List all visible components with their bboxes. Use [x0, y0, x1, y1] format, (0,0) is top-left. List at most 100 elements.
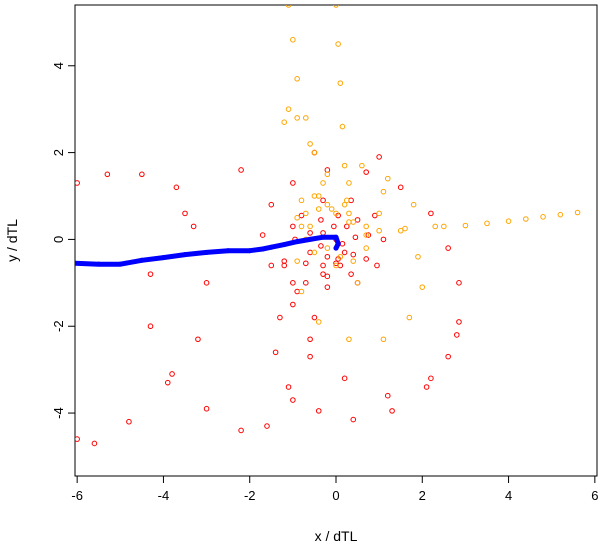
series-1-point-27	[315, 206, 322, 212]
series-0-point-87	[75, 180, 80, 186]
series-1-point-42	[380, 336, 387, 343]
series-2-point-2	[117, 261, 123, 267]
series-0-point-25	[320, 197, 326, 204]
series-0-point-36	[290, 180, 296, 186]
series-0-point-42	[456, 280, 462, 286]
x-tick-label-6: 6	[591, 488, 598, 503]
series-2-point-3	[139, 257, 145, 263]
series-1-point-23	[346, 210, 352, 217]
series-1-point-40	[419, 284, 426, 290]
series-0-point-41	[445, 245, 451, 251]
series-1-point-44	[315, 319, 322, 325]
series-1-point-8	[335, 41, 341, 47]
x-tick-label-0: -6	[71, 488, 83, 503]
series-0-point-78	[139, 171, 145, 178]
series-1-point-51	[410, 201, 417, 208]
series-0-point-66	[307, 353, 313, 360]
series-1-point-48	[315, 193, 322, 199]
series-2-point-11	[281, 242, 287, 248]
series-0-point-40	[428, 210, 434, 217]
series-1-point-45	[298, 288, 305, 295]
y-axis-ticks: -4 -2 0 2 4	[51, 62, 75, 419]
x-tick-label-3: 0	[332, 488, 339, 503]
series-0-point-29	[374, 262, 380, 269]
series-0-point-44	[445, 353, 451, 360]
series-0-point-61	[169, 371, 175, 377]
series-1-point-33	[333, 262, 339, 269]
series-0-point-27	[372, 212, 378, 219]
series-0-point-82	[195, 336, 201, 343]
series-2-point-7	[225, 248, 231, 254]
series-0-point-14	[307, 230, 313, 236]
series-2-point-5	[182, 252, 188, 258]
series-0-point-17	[354, 217, 361, 223]
series-1-point-1	[290, 36, 296, 43]
series-0-point-46	[389, 408, 395, 414]
series-1-point-18	[324, 171, 331, 178]
series-1-point-31	[363, 245, 369, 251]
series-1-point-5	[320, 180, 326, 186]
series-1-point-16	[294, 115, 300, 121]
series-1-point-47	[298, 223, 305, 230]
series-0-point-75	[384, 392, 391, 399]
series-0-point-24	[298, 212, 305, 219]
series-0-point-20	[348, 271, 354, 277]
series-1-point-32	[350, 258, 357, 264]
series-0-point-68	[303, 280, 309, 286]
series-1-point-63	[505, 218, 512, 224]
x-tick-label-1: -4	[158, 488, 170, 503]
series-0-point-15	[318, 217, 324, 223]
y-tick-label-4: 4	[51, 62, 66, 69]
marks-layer	[75, 5, 581, 447]
series-0-point-76	[428, 375, 434, 382]
series-0-point-1	[339, 240, 346, 247]
series-1-point-34	[311, 249, 318, 256]
series-2-point-13	[307, 236, 313, 242]
series-2-point-15	[333, 234, 339, 240]
series-1-point-19	[341, 201, 348, 208]
series-0-point-32	[290, 280, 296, 286]
series-0-point-60	[147, 323, 154, 330]
series-group	[75, 5, 581, 447]
series-1-point-9	[337, 80, 344, 86]
series-1-point-0	[285, 5, 292, 8]
series-0-point-39	[397, 184, 404, 191]
series-1-point-66	[557, 211, 564, 218]
series-0-point-72	[290, 301, 296, 308]
series-0-point-67	[311, 314, 318, 321]
series-0-point-18	[365, 232, 372, 238]
series-1-point-56	[384, 175, 391, 182]
series-0-point-59	[147, 271, 154, 277]
series-0-point-12	[320, 262, 326, 269]
y-tick-label-2: 0	[51, 236, 66, 243]
series-1-point-50	[380, 188, 387, 195]
series-1-point-2	[294, 75, 300, 82]
series-1-point-52	[354, 280, 361, 286]
y-tick-label-0: -4	[51, 407, 66, 419]
series-0-point-88	[104, 171, 111, 178]
series-0-point-8	[343, 223, 350, 230]
series-0-point-73	[307, 336, 313, 343]
series-0-point-47	[350, 416, 357, 423]
series-1-point-53	[337, 253, 344, 260]
series-0-point-28	[380, 236, 387, 243]
series-1-point-65	[540, 214, 546, 220]
series-0-point-74	[341, 375, 348, 382]
series-1-point-6	[328, 206, 335, 212]
series-0-point-51	[277, 314, 283, 321]
series-0-point-81	[203, 280, 210, 286]
series-2-point-1	[96, 261, 102, 267]
series-1-point-26	[303, 210, 309, 217]
series-0-point-5	[318, 243, 324, 249]
series-1-point-12	[343, 197, 350, 204]
series-1-point-25	[294, 214, 300, 221]
series-1-point-22	[324, 201, 331, 208]
series-1-point-29	[350, 219, 357, 225]
series-0-point-50	[272, 349, 279, 356]
series-0-point-31	[324, 284, 331, 290]
x-tick-label-5: 4	[505, 488, 512, 503]
series-2-point-12	[294, 239, 300, 245]
series-1-point-46	[294, 258, 300, 264]
series-0-point-49	[285, 384, 292, 390]
series-1-point-10	[339, 123, 346, 130]
